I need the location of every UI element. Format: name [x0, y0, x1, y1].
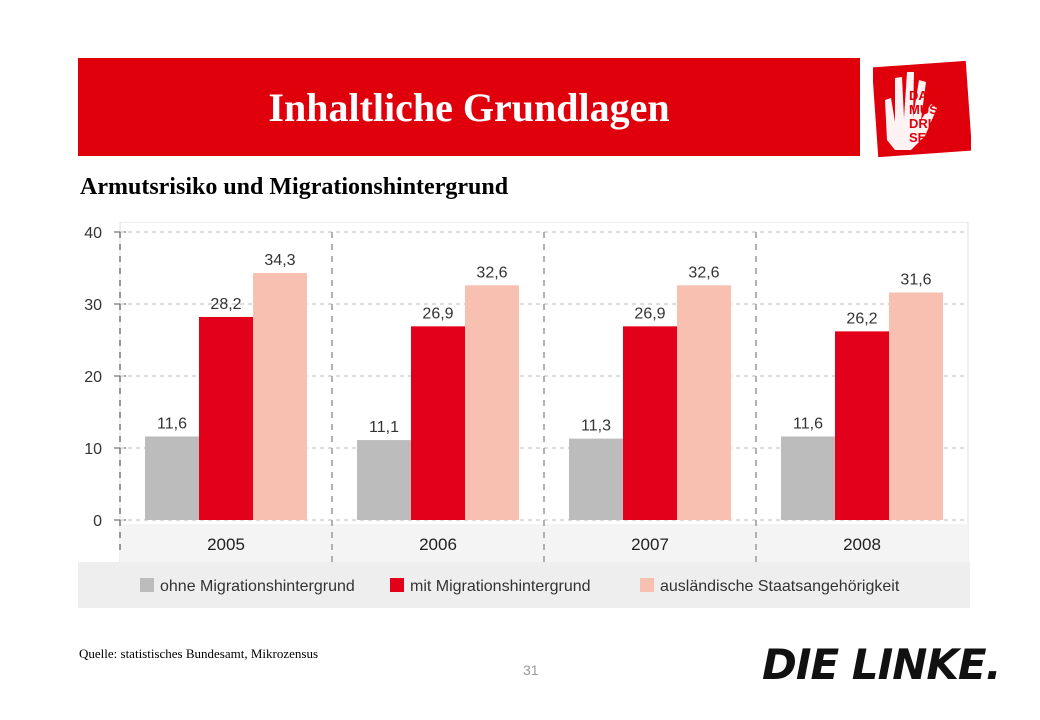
- title-banner: Inhaltliche Grundlagen: [78, 58, 860, 156]
- legend-band: [78, 562, 970, 608]
- data-label: 31,6: [900, 271, 931, 288]
- data-label: 28,2: [210, 296, 241, 313]
- data-label: 32,6: [476, 264, 507, 281]
- logo-text-line: DAS: [909, 88, 937, 103]
- chart-svg: 0 10 20 30 40 11,6 28,2 34,3 2005 11,1 26,9 32,6 200…: [78, 221, 970, 608]
- bar: [889, 292, 943, 520]
- bar: [411, 326, 465, 520]
- bar: [677, 285, 731, 520]
- data-label: 26,9: [422, 305, 453, 322]
- bar-chart: 0 10 20 30 40 11,6 28,2 34,3 2005 11,1 26,9 32,6 200…: [78, 221, 970, 608]
- data-label: 26,9: [634, 305, 665, 322]
- data-label: 11,1: [369, 419, 399, 436]
- bar: [199, 316, 253, 520]
- y-tick-label: 10: [84, 441, 102, 458]
- chart-subtitle: Armutsrisiko und Migrationshintergrund: [80, 174, 509, 200]
- data-label: 32,6: [688, 264, 719, 281]
- legend-label: ohne Migrationshintergrund: [160, 578, 355, 595]
- x-tick-label: 2008: [843, 535, 881, 554]
- page-title: Inhaltliche Grundlagen: [268, 84, 670, 130]
- x-axis-band: [120, 524, 968, 562]
- logo-text-line: DRIN: [909, 116, 941, 131]
- logo-text-line: MUSS: [909, 102, 947, 117]
- data-label: 26,2: [846, 310, 877, 327]
- data-label: 11,6: [157, 415, 187, 432]
- x-tick-label: 2005: [207, 535, 245, 554]
- data-label: 11,6: [793, 415, 823, 432]
- y-tick-label: 30: [84, 297, 102, 314]
- bar: [357, 440, 411, 520]
- source-note: Quelle: statistisches Bundesamt, Mikroze…: [79, 646, 319, 661]
- legend-swatch: [390, 578, 404, 592]
- data-label: 34,3: [264, 252, 295, 269]
- legend-label: ausländische Staatsangehörigkeit: [660, 578, 900, 595]
- logo-text-line: SEIN.: [909, 130, 943, 145]
- hand-icon: DAS MUSS DRIN SEIN.: [871, 60, 973, 158]
- x-tick-label: 2007: [631, 535, 669, 554]
- y-tick-label: 20: [84, 369, 102, 386]
- bar: [253, 273, 307, 520]
- legend-swatch: [140, 578, 154, 592]
- y-tick-label: 0: [93, 513, 102, 530]
- bar: [835, 331, 889, 520]
- page-number: 31: [523, 662, 539, 678]
- bar: [465, 285, 519, 520]
- brand-logo-text: DIE LINKE.: [762, 640, 1002, 689]
- bar: [623, 326, 677, 520]
- x-tick-label: 2006: [419, 535, 457, 554]
- bar: [145, 436, 199, 520]
- bar: [569, 438, 623, 520]
- data-label: 11,3: [581, 418, 611, 435]
- hand-logo: DAS MUSS DRIN SEIN.: [871, 60, 973, 158]
- legend-swatch: [640, 578, 654, 592]
- bar: [781, 436, 835, 520]
- y-tick-label: 40: [84, 225, 102, 242]
- legend-label: mit Migrationshintergrund: [410, 578, 591, 595]
